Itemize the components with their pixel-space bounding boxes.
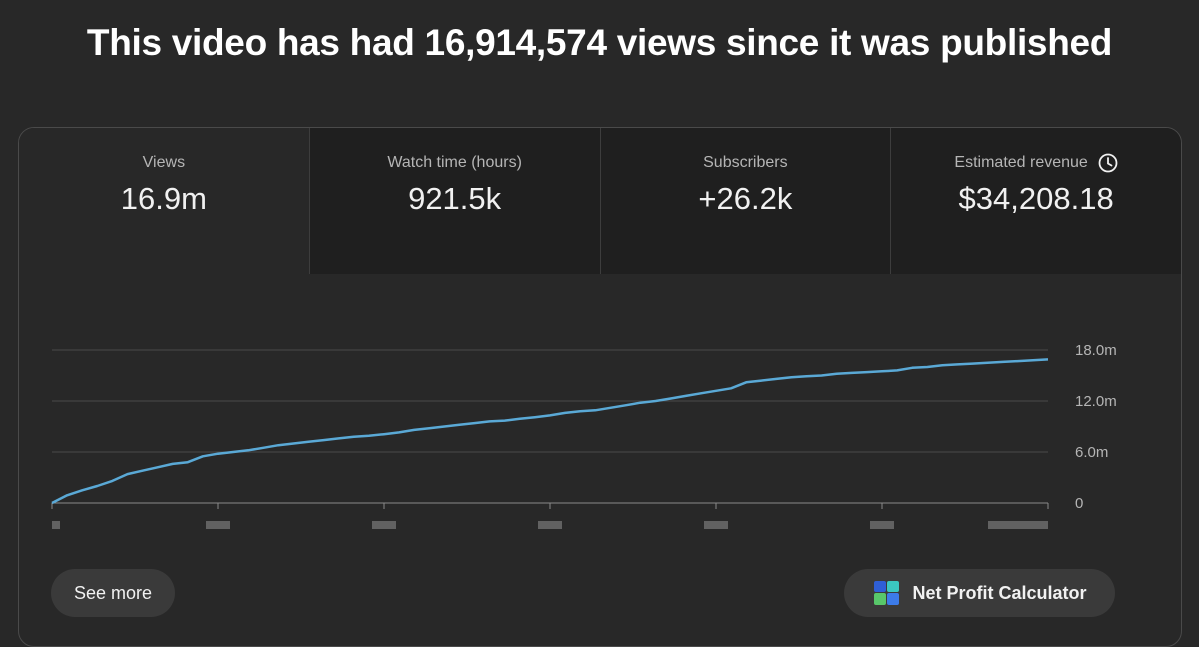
x-tick-label-redacted <box>988 521 1048 529</box>
metric-value: +26.2k <box>698 181 793 216</box>
metric-label: Estimated revenue <box>954 154 1088 171</box>
y-tick-label: 12.0m <box>1075 393 1117 410</box>
y-tick-label: 0 <box>1075 495 1083 512</box>
views-chart: 0 6.0m 12.0m 18.0m <box>19 274 1181 574</box>
metric-value: 16.9m <box>120 181 207 216</box>
x-axis-ticks <box>51 503 1049 529</box>
metric-label: Views <box>142 154 186 171</box>
metric-views[interactable]: Views 16.9m <box>19 128 309 274</box>
x-tick-label-redacted <box>704 521 728 529</box>
metric-value: 921.5k <box>408 181 502 216</box>
y-tick-label: 6.0m <box>1075 444 1108 461</box>
net-profit-calculator-label: Net Profit Calculator <box>912 582 1087 603</box>
clock-icon[interactable] <box>1098 153 1118 173</box>
net-profit-calculator-button[interactable]: Net Profit Calculator <box>844 569 1115 617</box>
nexlev-logo-icon <box>874 581 900 605</box>
x-tick-label-redacted <box>538 521 562 529</box>
page-title: This video has had 16,914,574 views sinc… <box>86 22 1113 63</box>
metric-label: Subscribers <box>703 154 788 171</box>
x-tick-label-redacted <box>206 521 230 529</box>
analytics-card: Views 16.9m Watch time (hours) 921.5k Su… <box>18 127 1182 647</box>
see-more-button[interactable]: See more <box>51 569 175 617</box>
metrics-row: Views 16.9m Watch time (hours) 921.5k Su… <box>19 128 1181 274</box>
x-tick-label-redacted <box>870 521 894 529</box>
views-line-chart: 0 6.0m 12.0m 18.0m <box>51 342 1117 529</box>
metric-label: Watch time (hours) <box>387 154 522 171</box>
metric-subscribers[interactable]: Subscribers +26.2k <box>599 128 891 274</box>
y-axis-ticks: 0 6.0m 12.0m 18.0m <box>1075 342 1117 512</box>
x-tick-label-redacted <box>372 521 396 529</box>
metric-watch-time[interactable]: Watch time (hours) 921.5k <box>308 128 600 274</box>
metric-estimated-revenue[interactable]: Estimated revenue $34,208.18 <box>890 128 1181 274</box>
chart-grid <box>52 349 1048 504</box>
metric-value: $34,208.18 <box>958 181 1114 216</box>
x-tick-label-redacted <box>52 521 60 529</box>
series-line-views <box>51 358 1049 505</box>
y-tick-label: 18.0m <box>1075 342 1117 359</box>
